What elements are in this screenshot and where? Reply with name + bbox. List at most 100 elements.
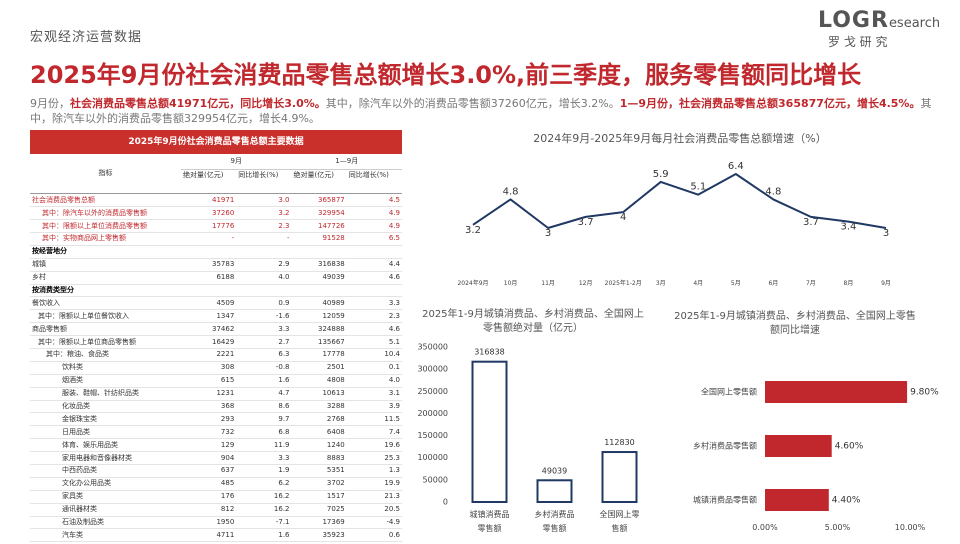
table-cell: 0.1 bbox=[388, 363, 400, 372]
data-label: 9.80% bbox=[910, 388, 939, 398]
summary-part: 9月份， bbox=[30, 97, 70, 110]
x-tick-label: 2024年9月 bbox=[457, 279, 488, 287]
table-cell: 485 bbox=[220, 479, 235, 488]
table-cell: 日用品类 bbox=[62, 427, 90, 436]
header-cell: 绝对量(亿元) bbox=[293, 170, 334, 179]
table-cell: 812 bbox=[220, 505, 235, 514]
table-cell: 16429 bbox=[212, 337, 235, 346]
table-row: 饮料类 308 -0.8 2501 0.1 bbox=[30, 361, 402, 375]
table-row: 文化办公用品类 485 6.2 3702 19.9 bbox=[30, 477, 402, 491]
y-tick-label: 乡村消费品零售额 bbox=[693, 441, 757, 451]
table-cell: 293 bbox=[220, 414, 235, 423]
data-label: 112830 bbox=[604, 438, 635, 447]
table-cell: 4.9 bbox=[388, 208, 400, 217]
table-cell: - bbox=[231, 234, 235, 243]
data-label: 3.4 bbox=[841, 222, 857, 233]
table-cell: 服装、鞋帽、针纺织品类 bbox=[62, 389, 139, 398]
table-cell: 6.3 bbox=[278, 350, 290, 359]
logo: LOGResearch 罗 戈 研 究 bbox=[818, 8, 940, 50]
table-cell: 商品零售额 bbox=[32, 324, 67, 333]
table-row: 社会消费品零售总额 41971 3.0 365877 4.5 bbox=[30, 194, 402, 207]
table-cell: 732 bbox=[220, 427, 235, 436]
y-tick-label: 全国网上零售额 bbox=[701, 387, 757, 397]
table-cell: 4509 bbox=[216, 298, 235, 307]
chart-title: 2025年1-9月城镇消费品、乡村消费品、全国网上零售额绝对量（亿元） bbox=[422, 309, 644, 334]
table-cell: 1.3 bbox=[388, 466, 400, 475]
x-tick-label: 8月 bbox=[844, 280, 854, 287]
data-label: 4.8 bbox=[765, 186, 781, 197]
table-cell: 3.9 bbox=[388, 401, 400, 410]
table-cell: 2.3 bbox=[278, 221, 290, 230]
y-tick-label: 350000 bbox=[417, 343, 448, 352]
table-cell: 其中：实物商品网上零售额 bbox=[42, 234, 126, 243]
table-cell: 904 bbox=[220, 453, 235, 462]
section-label: 宏观经济运营数据 bbox=[30, 30, 143, 45]
x-tick-label: 4月 bbox=[693, 280, 703, 287]
table-cell: 3.3 bbox=[278, 453, 290, 462]
x-tick-label: 全国网上零售额 bbox=[599, 510, 640, 533]
table-cell: 4808 bbox=[326, 376, 345, 385]
table-cell: 按经营地分 bbox=[32, 247, 67, 256]
table-cell: 0.6 bbox=[388, 530, 400, 539]
table-cell: 3.1 bbox=[388, 389, 400, 398]
table-cell: 2.9 bbox=[278, 260, 290, 269]
table-cell: -4.9 bbox=[386, 517, 400, 526]
x-tick-label: 6月 bbox=[768, 280, 778, 287]
bar bbox=[471, 360, 508, 503]
table-cell: 49039 bbox=[322, 273, 345, 282]
table-cell: 37260 bbox=[212, 208, 235, 217]
x-tick-label: 0.00% bbox=[752, 523, 778, 532]
table-title: 2025年9月份社会消费品零售总额主要数据 bbox=[30, 130, 402, 154]
table-cell: 3288 bbox=[326, 401, 345, 410]
x-tick-label: 10月 bbox=[504, 280, 518, 287]
y-tick-label: 150000 bbox=[417, 431, 448, 440]
data-label: 4 bbox=[620, 212, 626, 223]
table-row: 其中：限额以上单位商品零售额 16429 2.7 135667 5.1 bbox=[30, 336, 402, 349]
table-cell: 家用电器和音像器材类 bbox=[62, 453, 132, 462]
header-cell: 指标 bbox=[98, 169, 113, 178]
table-cell: 25.3 bbox=[384, 453, 400, 462]
data-label: 3.2 bbox=[465, 225, 481, 236]
table-row: 其中：实物商品网上零售额 - - 91528 6.5 bbox=[30, 232, 402, 246]
data-label: 49039 bbox=[542, 466, 567, 475]
table-cell: 其中：除汽车以外的消费品零售额 bbox=[42, 208, 147, 217]
table-cell: 1.6 bbox=[278, 376, 290, 385]
summary-part: 其中，除汽车以外的消费品零售额37260亿元，增长3.2%。 bbox=[325, 97, 620, 110]
table-row: 汽车类 4711 1.6 35923 0.6 bbox=[30, 529, 402, 542]
x-tick-label: 城镇消费品零售额 bbox=[469, 510, 510, 533]
table-cell: 12059 bbox=[322, 311, 345, 320]
table-cell: 4.4 bbox=[388, 260, 400, 269]
summary: 9月份，社会消费品零售总额41971亿元，同比增长3.0%。其中，除汽车以外的消… bbox=[30, 96, 935, 126]
data-label: 4.8 bbox=[503, 186, 519, 197]
table-cell: 1.6 bbox=[278, 530, 290, 539]
table-cell: 中西药品类 bbox=[62, 466, 97, 475]
table-row: 其中：粮油、食品类 2221 6.3 17778 10.4 bbox=[30, 348, 402, 362]
y-tick-label: 城镇消费品零售额 bbox=[693, 495, 757, 505]
table-cell: 石油及制品类 bbox=[62, 517, 104, 526]
summary-part: 社会消费品零售总额41971亿元，同比增长3.0%。 bbox=[70, 97, 326, 110]
x-tick-label: 12月 bbox=[579, 280, 593, 287]
table-cell: 1.9 bbox=[278, 466, 290, 475]
table-row: 化妆品类 368 8.6 3288 3.9 bbox=[30, 400, 402, 413]
logo-main: LOGR bbox=[818, 8, 889, 33]
table-cell: 体育、娱乐用品类 bbox=[62, 440, 118, 449]
table-row: 中西药品类 637 1.9 5351 1.3 bbox=[30, 464, 402, 478]
x-tick-label: 5.00% bbox=[825, 523, 851, 532]
table-cell bbox=[181, 284, 236, 297]
table-cell: 其中：粮油、食品类 bbox=[46, 350, 109, 359]
table-cell: -1.6 bbox=[275, 311, 290, 320]
table-row: 金银珠宝类 293 9.7 2768 11.5 bbox=[30, 413, 402, 426]
table-cell: 308 bbox=[220, 363, 235, 372]
y-tick-label: 50000 bbox=[423, 475, 448, 484]
table-cell: 家具类 bbox=[62, 492, 83, 501]
table-cell: 2.7 bbox=[278, 337, 290, 346]
table-cell: 3.2 bbox=[278, 208, 290, 217]
bar bbox=[536, 479, 573, 504]
table-cell: 1231 bbox=[216, 389, 235, 398]
table-cell: 通讯器材类 bbox=[62, 505, 97, 514]
header-cell: 同比增长(%) bbox=[238, 170, 279, 179]
table-cell: 5.1 bbox=[388, 337, 400, 346]
bar bbox=[765, 435, 832, 457]
table-cell: 19.9 bbox=[384, 479, 400, 488]
x-tick-label: 9月 bbox=[881, 280, 891, 287]
